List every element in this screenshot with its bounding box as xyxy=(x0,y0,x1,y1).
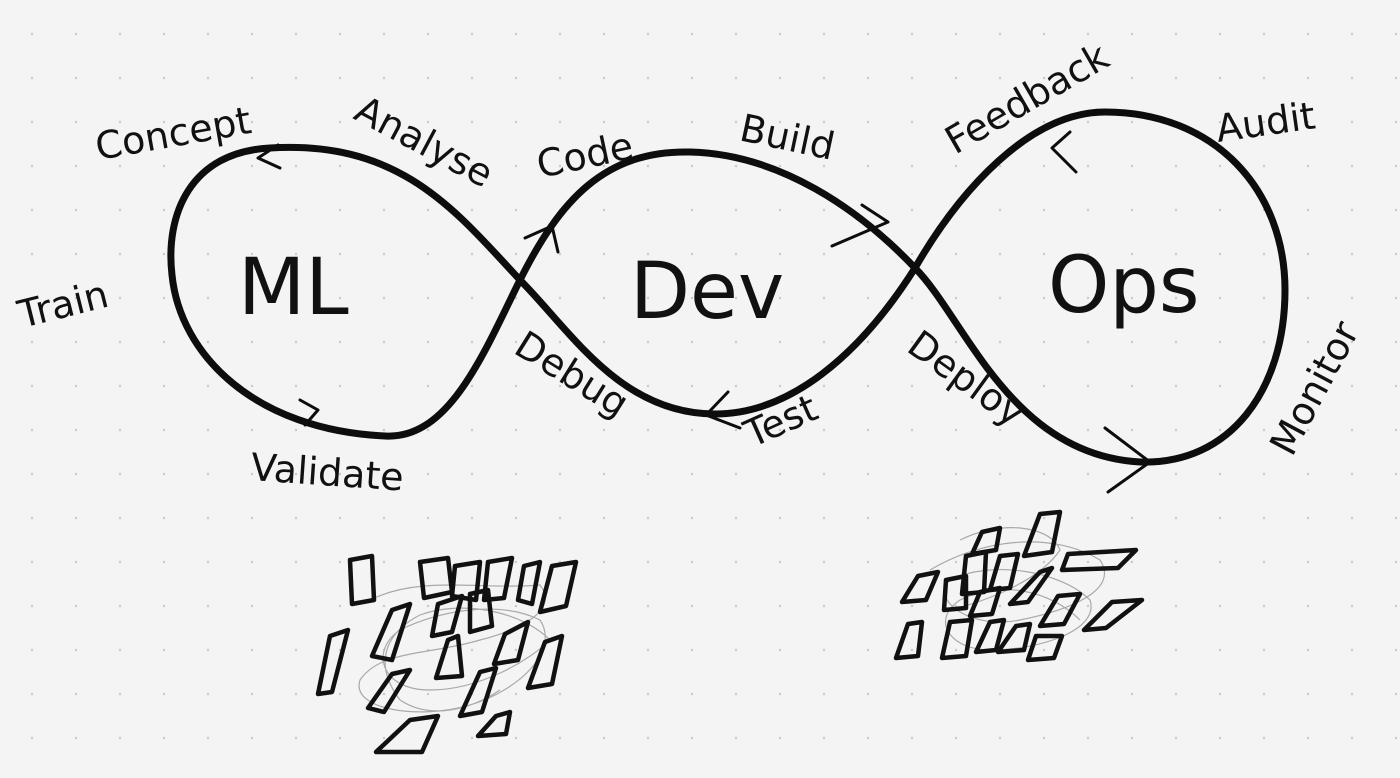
right-shape-16 xyxy=(1025,633,1065,663)
right-data-cluster xyxy=(893,509,1145,663)
left-shape-17 xyxy=(475,709,513,739)
arrow-validate-icon xyxy=(298,398,320,427)
left-shape-3 xyxy=(449,559,483,603)
dev-loop-title: Dev xyxy=(630,247,784,337)
right-shape-11 xyxy=(1081,597,1145,633)
right-shape-7 xyxy=(941,573,969,613)
arrow-concept-icon xyxy=(256,143,282,170)
left-shape-1 xyxy=(347,553,377,607)
stage-label-analyse: Analyse xyxy=(348,87,501,196)
left-shape-12 xyxy=(433,633,465,681)
arrow-monitor-icon xyxy=(1103,426,1152,494)
stage-label-audit: Audit xyxy=(1213,93,1318,150)
right-shape-10 xyxy=(1037,591,1083,629)
left-shape-5 xyxy=(515,559,543,607)
right-shape-9 xyxy=(967,585,1003,619)
stage-label-test: Test xyxy=(737,386,824,457)
stage-label-code: Code xyxy=(533,124,637,187)
left-shape-4 xyxy=(481,555,515,603)
left-shape-7 xyxy=(369,601,413,663)
left-shape-14 xyxy=(365,667,413,715)
stage-label-feedback: Feedback xyxy=(938,34,1117,163)
infinity-loop-path xyxy=(167,108,1289,466)
ops-loop-title: Ops xyxy=(1048,241,1200,331)
right-shape-15 xyxy=(995,621,1033,655)
left-shape-2 xyxy=(417,555,455,601)
left-shape-13 xyxy=(525,633,565,691)
right-shape-3 xyxy=(1059,547,1139,573)
right-shape-14 xyxy=(973,617,1007,655)
left-shape-15 xyxy=(457,665,499,719)
right-shape-8 xyxy=(1007,565,1055,607)
arrow-test-icon xyxy=(704,390,742,430)
left-shape-10 xyxy=(491,619,531,667)
right-shape-13 xyxy=(939,617,975,661)
stage-label-monitor: Monitor xyxy=(1261,314,1368,463)
right-cluster-scribble xyxy=(929,527,1106,651)
left-shape-16 xyxy=(373,713,441,755)
left-shape-8 xyxy=(429,593,465,639)
stage-label-validate: Validate xyxy=(249,445,405,500)
stage-label-train: Train xyxy=(13,272,113,337)
arrow-feedback-icon xyxy=(1050,130,1078,174)
ml-loop-title: ML xyxy=(238,243,349,333)
right-shape-12 xyxy=(893,619,925,661)
right-shape-1 xyxy=(969,525,1003,557)
left-data-cluster xyxy=(315,553,579,755)
left-cluster-scribble xyxy=(358,584,551,713)
arrow-code-icon xyxy=(523,224,560,254)
arrow-build-icon xyxy=(830,203,890,248)
right-shape-6 xyxy=(899,569,941,605)
left-shape-9 xyxy=(467,587,495,635)
right-shape-5 xyxy=(987,551,1021,593)
left-shape-6 xyxy=(537,559,579,615)
right-shape-2 xyxy=(1021,509,1063,559)
left-shape-11 xyxy=(315,627,351,697)
